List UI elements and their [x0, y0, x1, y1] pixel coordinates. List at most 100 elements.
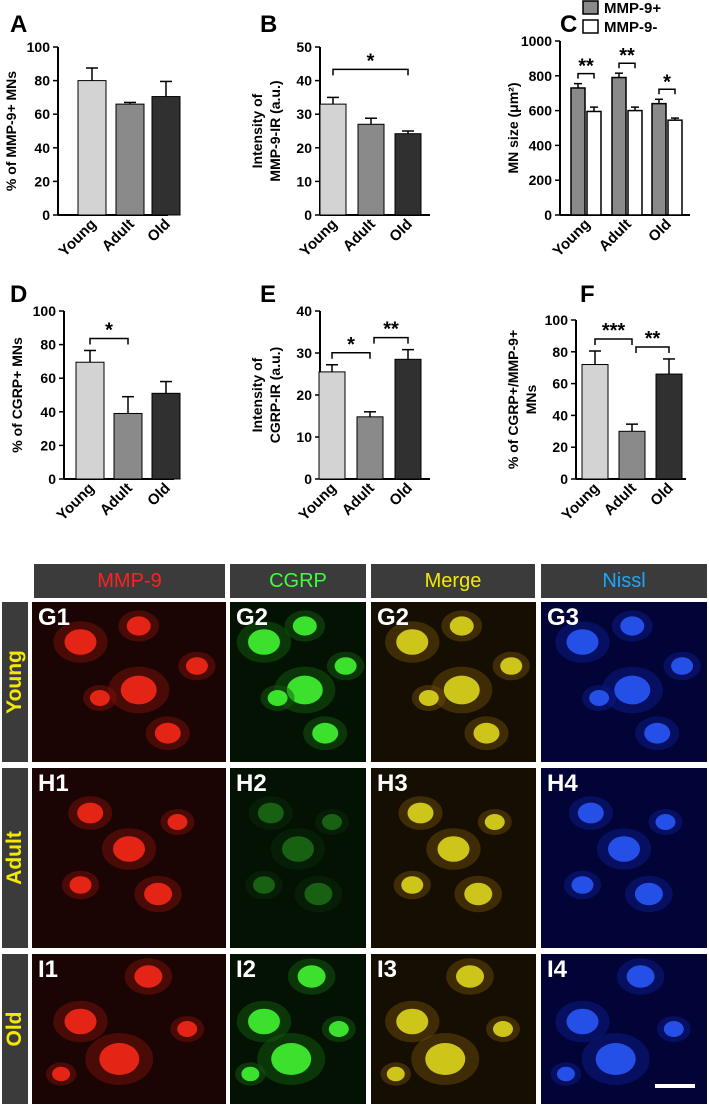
- y-tick-label: 0: [560, 471, 568, 487]
- y-axis-label: MN size (μm²): [505, 82, 521, 173]
- significance-star: **: [645, 328, 661, 350]
- y-tick-label: 40: [296, 303, 312, 319]
- micrograph-panel-label: H3: [377, 770, 408, 797]
- significance-bracket: [577, 72, 595, 79]
- significance-bracket: [594, 338, 633, 346]
- cell-body: [386, 1066, 405, 1082]
- cell-body: [663, 1021, 684, 1037]
- micrograph-panel-label: G2: [236, 604, 269, 631]
- cell-body: [113, 836, 145, 862]
- bar-b-2: [394, 133, 422, 216]
- y-axis-label: Intensity of: [249, 357, 265, 432]
- micrograph-i3-merge: I3: [371, 954, 536, 1104]
- y-tick-label: 60: [552, 376, 568, 392]
- cell-body: [120, 675, 157, 705]
- y-tick-label: 600: [529, 103, 553, 119]
- cell-body: [312, 722, 339, 744]
- bar-c-0-0: [570, 87, 586, 216]
- bar-c-1-2: [667, 119, 683, 216]
- significance-star: **: [619, 45, 635, 67]
- micrograph-panel-label: I1: [38, 956, 59, 983]
- bar-c-1-1: [627, 109, 643, 216]
- cell-body: [177, 1021, 198, 1037]
- cell-body: [297, 965, 326, 988]
- cell-body: [64, 629, 97, 655]
- bar-f-0: [581, 364, 609, 480]
- cell-halo: [315, 809, 349, 835]
- y-tick-label: 20: [40, 437, 56, 453]
- cell-body: [257, 802, 284, 824]
- micrograph-texture: [245, 796, 349, 913]
- significance-star: **: [383, 319, 399, 341]
- x-tick-label: Young: [296, 480, 340, 524]
- y-tick-label: 10: [296, 429, 312, 445]
- bar-e-0: [318, 371, 346, 480]
- scale-bar: [655, 1084, 695, 1088]
- micrograph-texture: [45, 958, 205, 1086]
- micrograph-panel-label: G3: [547, 604, 580, 631]
- cell-body: [292, 616, 317, 636]
- y-tick-label: 0: [48, 471, 56, 487]
- micrograph-texture: [236, 610, 365, 751]
- bar-c-0-1: [611, 76, 627, 216]
- significance-bracket: [618, 62, 636, 69]
- micrograph-g2-cgrp: G2: [230, 602, 366, 762]
- bar-f-2: [655, 373, 683, 480]
- x-tick-label: Old: [645, 216, 675, 246]
- significance-star: *: [105, 319, 113, 341]
- micrograph-h1-mmp-9: H1: [32, 768, 226, 948]
- row-label-adult: Adult: [3, 831, 26, 885]
- x-tick-label: Adult: [97, 480, 136, 519]
- panel-letter: D: [10, 281, 27, 308]
- micrograph-h3-merge: H3: [371, 768, 536, 948]
- y-tick-label: 0: [304, 471, 312, 487]
- y-tick-label: 800: [529, 68, 553, 84]
- cell-body: [671, 657, 694, 675]
- bar-c-0-2: [651, 102, 667, 216]
- cell-body: [500, 657, 523, 675]
- cell-body: [595, 1043, 636, 1075]
- cell-body: [473, 722, 500, 744]
- cell-body: [449, 616, 474, 636]
- cell-body: [464, 882, 493, 906]
- y-tick-label: 1000: [521, 33, 552, 49]
- y-tick-label: 40: [40, 404, 56, 420]
- micrograph-i4-nissl: I4: [541, 954, 707, 1104]
- micrograph-texture: [550, 958, 691, 1086]
- micrograph-grid: MMP-9 CGRP Merge Nissl Young Adult Old G…: [0, 562, 709, 1108]
- column-header-mmp9: MMP-9: [34, 564, 225, 598]
- cell-body: [134, 965, 163, 988]
- legend-swatch: [582, 0, 599, 15]
- legend-label: MMP-9+: [604, 0, 661, 17]
- cell-body: [437, 836, 470, 862]
- y-tick-label: 20: [296, 140, 312, 156]
- micrograph-panel-label: I2: [236, 956, 257, 983]
- x-tick-label: Adult: [339, 480, 378, 519]
- significance-star: *: [347, 334, 355, 356]
- x-tick-label: Young: [550, 216, 594, 260]
- micrograph-panel-label: I3: [377, 956, 398, 983]
- y-tick-label: 10: [296, 173, 312, 189]
- cell-body: [407, 802, 434, 824]
- y-axis-label: MNs: [523, 385, 539, 415]
- cell-body: [253, 876, 275, 894]
- significance-bracket: [373, 336, 409, 344]
- cell-body: [154, 722, 181, 744]
- cell-body: [418, 690, 439, 706]
- y-tick-label: 100: [33, 303, 57, 319]
- cell-body: [89, 690, 110, 706]
- micrograph-texture: [61, 796, 195, 913]
- micrograph-panel-label: G2: [377, 604, 410, 631]
- x-tick-label: Old: [144, 216, 174, 246]
- micrograph-i1-mmp-9: I1: [32, 954, 226, 1104]
- panel-letter: B: [260, 11, 277, 38]
- panel-letter: A: [10, 11, 27, 38]
- cell-body: [334, 657, 357, 675]
- cell-body: [304, 882, 333, 906]
- micrograph-texture: [235, 958, 356, 1086]
- cell-body: [271, 1043, 312, 1075]
- y-tick-label: 60: [40, 370, 56, 386]
